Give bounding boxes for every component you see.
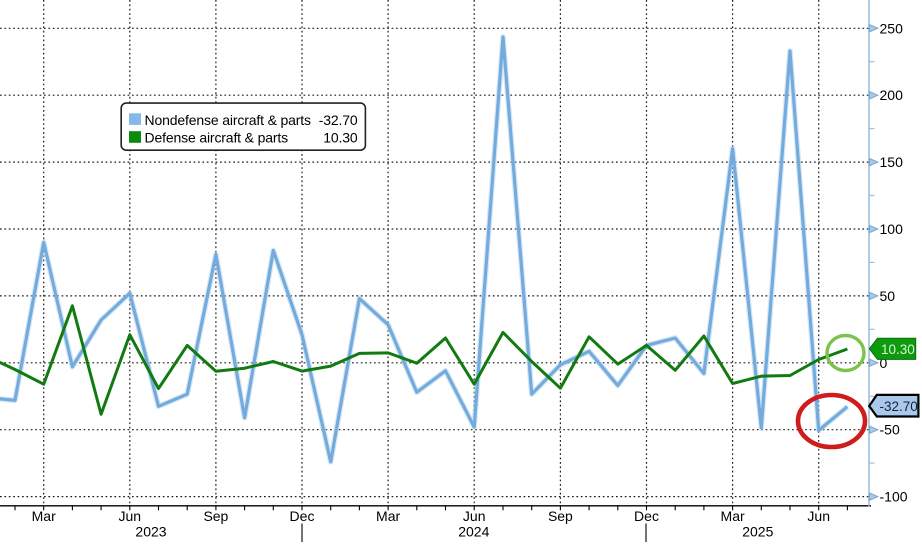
svg-text:Dec: Dec xyxy=(290,508,315,524)
svg-text:Mar: Mar xyxy=(32,508,56,524)
svg-text:Dec: Dec xyxy=(634,508,659,524)
svg-text:2024: 2024 xyxy=(458,524,489,540)
svg-text:-100: -100 xyxy=(880,489,908,505)
svg-text:Mar: Mar xyxy=(721,508,745,524)
svg-text:Jun: Jun xyxy=(463,508,486,524)
svg-text:10.30: 10.30 xyxy=(881,342,915,357)
svg-text:200: 200 xyxy=(880,87,904,103)
svg-text:2025: 2025 xyxy=(742,524,773,540)
svg-text:150: 150 xyxy=(880,154,904,170)
svg-text:-32.70: -32.70 xyxy=(319,112,358,128)
svg-text:50: 50 xyxy=(880,288,896,304)
svg-text:Nondefense aircraft & parts: Nondefense aircraft & parts xyxy=(145,112,312,128)
svg-text:2023: 2023 xyxy=(135,524,166,540)
svg-text:-32.70: -32.70 xyxy=(880,399,918,414)
svg-text:0: 0 xyxy=(880,355,888,371)
svg-text:Defense aircraft & parts: Defense aircraft & parts xyxy=(145,130,289,146)
svg-text:-50: -50 xyxy=(880,422,900,438)
svg-text:Sep: Sep xyxy=(203,508,228,524)
svg-text:Jun: Jun xyxy=(119,508,142,524)
svg-text:Jun: Jun xyxy=(807,508,830,524)
svg-text:100: 100 xyxy=(880,221,904,237)
svg-text:Mar: Mar xyxy=(376,508,400,524)
svg-text:Sep: Sep xyxy=(548,508,573,524)
svg-text:250: 250 xyxy=(880,20,904,36)
svg-text:10.30: 10.30 xyxy=(323,130,358,146)
